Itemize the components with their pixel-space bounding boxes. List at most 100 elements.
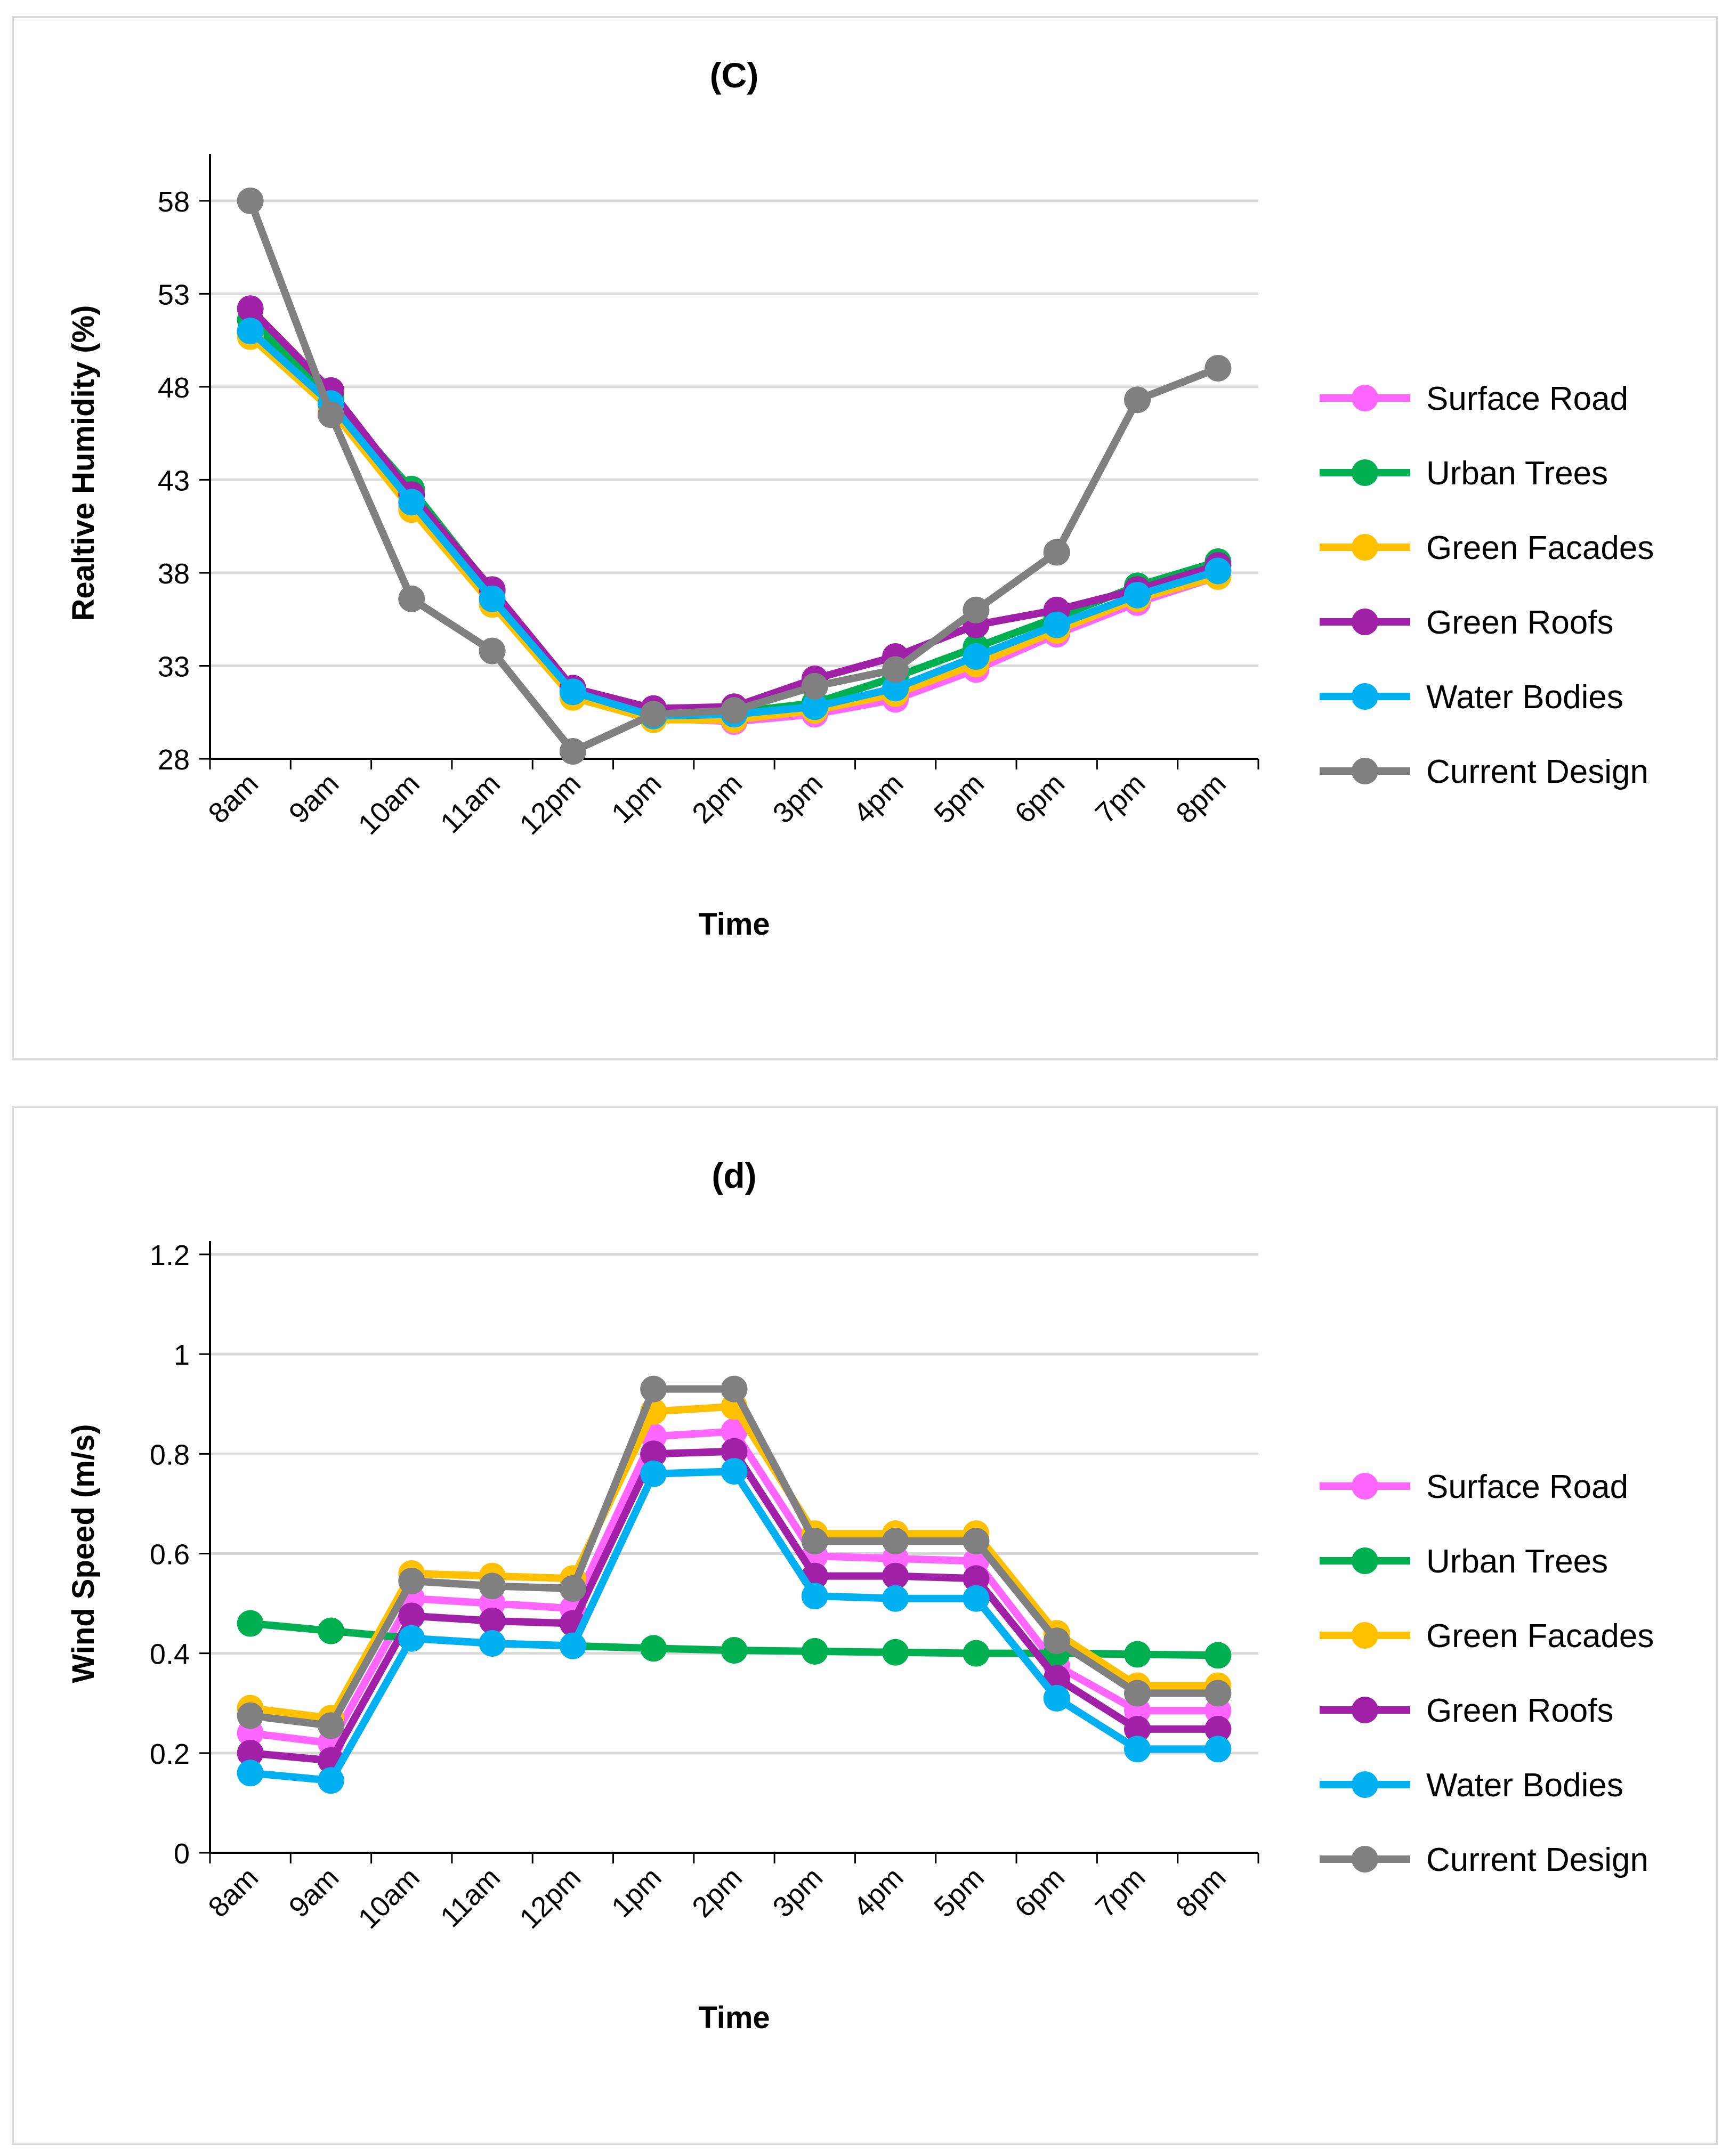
x-tick-label: 6pm (1009, 767, 1071, 830)
legend-marker (1352, 1846, 1378, 1873)
data-point (721, 697, 748, 724)
data-point (559, 1575, 586, 1602)
legend-marker (1352, 609, 1378, 635)
data-point (1124, 1736, 1151, 1763)
x-axis-title: Time (698, 2000, 770, 2035)
chart-title: (d) (712, 1156, 756, 1195)
x-tick-label: 4pm (847, 767, 910, 830)
x-tick-label: 12pm (513, 767, 587, 841)
series-line (247, 306, 1219, 712)
data-point (721, 1637, 748, 1664)
legend-marker (1352, 1771, 1378, 1798)
data-point (479, 585, 506, 612)
data-point (317, 1617, 344, 1644)
x-tick-label: 8pm (1170, 767, 1232, 830)
data-point (317, 1767, 344, 1794)
data-point (882, 1562, 909, 1590)
data-point (721, 1438, 748, 1465)
data-point (963, 596, 990, 623)
data-point (1043, 611, 1070, 638)
legend-marker (1352, 459, 1378, 486)
data-point (882, 1585, 909, 1612)
chart-panel-d: (d) 0 0.2 0.4 0.6 0.8 1 1.2 8am 9am 10am 11am 12pm 1p… (12, 1106, 1718, 2145)
x-tick-label: 8pm (1170, 1861, 1232, 1924)
data-point (479, 1630, 506, 1657)
data-point (398, 489, 425, 516)
data-point (237, 1702, 264, 1729)
legend-label: Surface Road (1426, 1469, 1628, 1505)
data-point (1124, 1641, 1151, 1668)
y-tick-label: 38 (158, 558, 190, 590)
data-point (398, 585, 425, 612)
x-tick-label: 5pm (928, 767, 990, 830)
data-point (963, 1565, 990, 1592)
data-point (237, 187, 264, 214)
data-point (801, 1528, 828, 1555)
data-point (1204, 1680, 1232, 1707)
data-point (963, 1528, 990, 1555)
legend-label: Urban Trees (1426, 1543, 1608, 1580)
x-tick-label: 3pm (767, 767, 829, 830)
data-point (237, 1610, 264, 1637)
legend-marker (1352, 385, 1378, 411)
x-tick-label: 6pm (1009, 1861, 1071, 1924)
data-point (237, 1760, 264, 1787)
data-point (640, 1460, 667, 1487)
data-point (1124, 1680, 1151, 1707)
y-tick-label: 33 (158, 651, 190, 683)
x-tick-label: 3pm (767, 1861, 829, 1924)
data-point (1124, 386, 1151, 414)
legend-marker (1352, 758, 1378, 784)
data-point (963, 643, 990, 670)
data-point (317, 1712, 344, 1739)
legend-label: Green Facades (1426, 530, 1654, 566)
legend-label: Water Bodies (1426, 1767, 1623, 1804)
data-point (640, 1440, 667, 1468)
data-point (1043, 1627, 1070, 1655)
data-point (801, 693, 828, 720)
legend-label: Green Roofs (1426, 604, 1614, 641)
y-tick-label: 0.6 (150, 1539, 190, 1571)
y-tick-label: 0 (174, 1838, 190, 1870)
x-tick-label: 5pm (928, 1861, 990, 1924)
data-point (801, 1638, 828, 1665)
data-point (640, 1635, 667, 1662)
data-point (801, 672, 828, 700)
data-point (1124, 1715, 1151, 1742)
data-point (398, 1625, 425, 1652)
data-point (1204, 354, 1232, 382)
x-tick-label: 10am (352, 1861, 426, 1935)
x-tick-label: 10am (352, 767, 426, 841)
x-tick-label: 1pm (605, 1861, 668, 1924)
data-point (559, 678, 586, 706)
y-tick-label: 53 (158, 279, 190, 311)
data-point (237, 1739, 264, 1766)
chart-d-svg: (d) 0 0.2 0.4 0.6 0.8 1 1.2 8am 9am 10am 11am 12pm 1p… (66, 1156, 1654, 2035)
data-point (559, 1632, 586, 1659)
legend-label: Green Facades (1426, 1618, 1654, 1655)
data-point (640, 701, 667, 728)
chart-c-svg: (C) 28 33 38 43 48 53 58 8am 9am 10am 11am 12pm 1pm 2p… (66, 55, 1654, 942)
data-point (882, 656, 909, 683)
x-tick-label: 8am (202, 767, 264, 830)
legend-label: Urban Trees (1426, 455, 1608, 492)
x-tick-label: 9am (283, 767, 345, 830)
x-tick-label: 2pm (686, 1861, 748, 1924)
data-point (721, 1458, 748, 1485)
data-point (237, 318, 264, 345)
data-point (317, 401, 344, 428)
x-tick-label: 11am (434, 1861, 506, 1933)
data-point (882, 1528, 909, 1555)
y-axis-title: Wind Speed (m/s) (66, 1424, 101, 1683)
y-axis-title: Realtive Humidity (%) (66, 305, 101, 621)
x-tick-label: 11am (434, 767, 506, 839)
data-point (1204, 557, 1232, 585)
y-tick-label: 48 (158, 372, 190, 404)
legend-label: Water Bodies (1426, 679, 1623, 716)
data-point (237, 295, 264, 322)
x-tick-label: 1pm (605, 767, 668, 830)
x-tick-label: 4pm (847, 1861, 910, 1924)
data-point (1204, 1736, 1232, 1763)
x-tick-label: 8am (202, 1861, 264, 1924)
legend-label: Surface Road (1426, 380, 1628, 417)
